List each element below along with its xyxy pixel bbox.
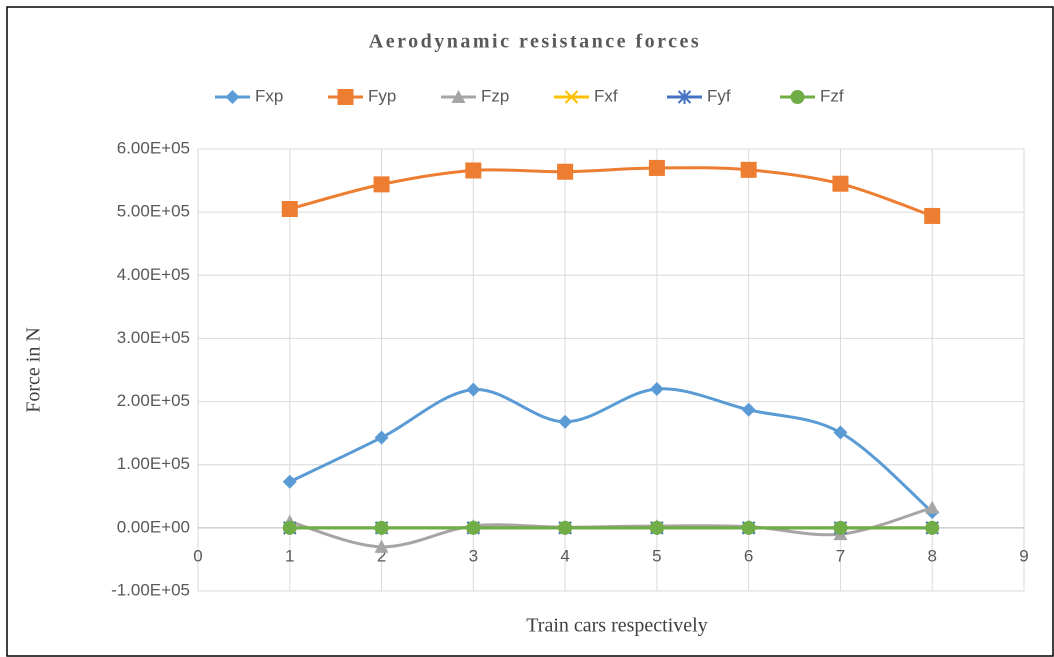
marker [373, 176, 390, 193]
series-line [289, 166, 933, 218]
y-tick-label: 0.00E+00 [117, 517, 190, 536]
marker [225, 90, 240, 104]
x-tick-label: 1 [285, 546, 294, 565]
marker [281, 200, 298, 217]
y-tick-label: 1.00E+05 [117, 454, 190, 473]
x-tick-label: 3 [469, 546, 478, 565]
series [282, 520, 940, 535]
x-tick-label: 5 [652, 546, 661, 565]
marker [374, 430, 389, 445]
y-tick-label: 6.00E+05 [117, 138, 190, 157]
legend-label: Fxp [255, 86, 283, 105]
marker [741, 520, 756, 535]
marker [925, 500, 940, 514]
legend-label: Fyp [368, 86, 396, 105]
marker [465, 162, 482, 179]
x-tick-label: 6 [744, 546, 753, 565]
y-tick-label: 2.00E+05 [117, 391, 190, 410]
marker [374, 539, 389, 553]
marker [740, 161, 757, 178]
marker [282, 474, 297, 489]
marker [451, 90, 466, 103]
y-axis-title: Force in N [23, 327, 45, 413]
series [282, 381, 940, 520]
y-tick-label: 4.00E+05 [117, 265, 190, 284]
marker [833, 520, 848, 535]
marker [558, 520, 573, 535]
marker [564, 90, 579, 104]
x-axis-title: Train cars respectively [526, 615, 707, 637]
marker [466, 382, 481, 397]
x-tick-label: 7 [836, 546, 845, 565]
marker [282, 520, 297, 535]
marker [337, 89, 354, 105]
marker [466, 520, 481, 535]
marker [832, 175, 849, 192]
y-tick-label: -1.00E+05 [111, 580, 190, 599]
marker [790, 90, 805, 104]
marker [374, 520, 389, 535]
series-line [289, 387, 934, 514]
legend-label: Fyf [707, 86, 731, 105]
marker [924, 207, 941, 224]
marker [741, 402, 756, 417]
chart-title: Aerodynamic resistance forces [369, 31, 701, 53]
marker [649, 381, 664, 396]
x-tick-label: 9 [1019, 546, 1028, 565]
frame [6, 6, 1054, 657]
marker [833, 425, 848, 440]
series [281, 159, 941, 224]
y-tick-label: 3.00E+05 [117, 328, 190, 347]
marker [925, 520, 940, 535]
legend-label: Fxf [594, 86, 618, 105]
x-tick-label: 4 [560, 546, 569, 565]
x-tick-label: 2 [377, 546, 386, 565]
marker [648, 159, 665, 176]
y-tick-label: 5.00E+05 [117, 202, 190, 221]
marker [677, 90, 692, 104]
legend-label: Fzf [820, 86, 844, 105]
x-tick-label: 0 [193, 546, 202, 565]
legend-label: Fzp [481, 86, 509, 105]
marker [649, 520, 664, 535]
x-tick-label: 8 [927, 546, 936, 565]
marker [558, 414, 573, 429]
marker [557, 163, 574, 180]
